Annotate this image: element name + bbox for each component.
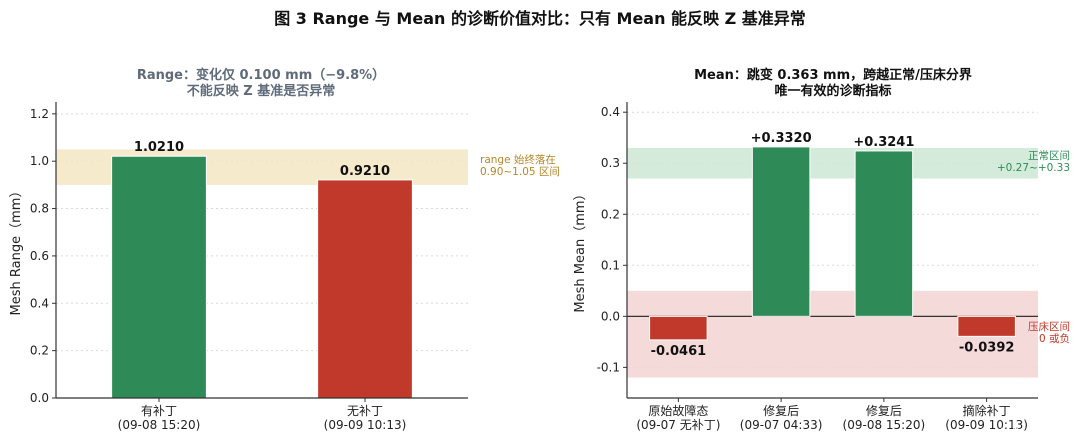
y-tick-label: 0.1 bbox=[601, 258, 620, 272]
bar bbox=[317, 179, 413, 399]
watermark-text: 值 什么值得买 bbox=[994, 426, 1070, 441]
y-tick-label: 0.8 bbox=[30, 202, 49, 216]
right-chart-title: Mean：跳变 0.363 mm，跨越正常/压床分界 bbox=[694, 67, 972, 83]
y-tick-label: 1.2 bbox=[30, 107, 49, 121]
y-tick-label: 0.3 bbox=[601, 156, 620, 170]
bar bbox=[751, 146, 811, 317]
y-tick-label: 0.4 bbox=[601, 105, 620, 119]
x-tick-label: 有补丁(09-08 15:20) bbox=[118, 404, 201, 432]
x-tick-label: 原始故障态(09-07 无补丁) bbox=[636, 403, 720, 432]
y-tick-label: 1.0 bbox=[30, 154, 49, 168]
y-tick-label: 0.4 bbox=[30, 296, 49, 310]
left-chart-title: Range：变化仅 0.100 mm（−9.8%） bbox=[137, 67, 385, 83]
band-label: 压床区间 bbox=[1028, 320, 1070, 333]
data-label: +0.3320 bbox=[751, 131, 812, 146]
band-label: range 始终落在 bbox=[480, 153, 556, 166]
x-tick-label: 无补丁(09-09 10:13) bbox=[324, 404, 407, 432]
bar bbox=[111, 155, 207, 399]
y-tick-label: 0.6 bbox=[30, 249, 49, 263]
bar bbox=[649, 315, 708, 341]
bar bbox=[957, 315, 1016, 337]
y-tick-label: 0.2 bbox=[601, 207, 620, 221]
y-tick-label: 0.2 bbox=[30, 344, 49, 358]
data-label: 0.9210 bbox=[340, 164, 390, 179]
x-tick-label: 摘除补丁(09-09 10:13) bbox=[945, 403, 1028, 432]
data-label: 1.0210 bbox=[134, 140, 184, 155]
y-axis-title: Mesh Range（mm） bbox=[9, 185, 24, 316]
range-bar-chart: 0.0 0.2 0.4 0.6 0.8 1.0 1.2 range 始终落在0.90~1.05… bbox=[9, 102, 560, 432]
data-label: +0.3241 bbox=[853, 135, 914, 150]
figure-title: 图 3 Range 与 Mean 的诊断价值对比：只有 Mean 能反映 Z 基… bbox=[274, 9, 806, 28]
band-label: 正常区间 bbox=[1028, 149, 1070, 162]
mean-bar-chart: -0.1 0.0 0.1 0.2 0.3 0.4 正常区间+0.27~+0.33 压床区间0 … bbox=[573, 102, 1070, 432]
band-label: 0 或负 bbox=[1039, 332, 1070, 345]
reference-band bbox=[627, 147, 1038, 179]
band-label: +0.27~+0.33 bbox=[997, 162, 1070, 174]
x-tick-label: 修复后(09-08 15:20) bbox=[843, 403, 926, 432]
data-label: -0.0392 bbox=[959, 340, 1015, 355]
y-tick-label: 0.0 bbox=[30, 391, 49, 405]
left-chart-subtitle: 不能反映 Z 基准是否异常 bbox=[187, 83, 335, 99]
x-tick-label: 修复后(09-07 04:33) bbox=[740, 403, 823, 432]
data-label: -0.0461 bbox=[651, 344, 707, 359]
band-label: 0.90~1.05 区间 bbox=[480, 165, 560, 178]
y-tick-label: 0.0 bbox=[601, 309, 620, 323]
right-chart-subtitle: 唯一有效的诊断指标 bbox=[774, 83, 891, 99]
y-axis-title: Mesh Mean（mm） bbox=[573, 187, 588, 312]
bar bbox=[854, 150, 914, 317]
y-tick-label: -0.1 bbox=[597, 360, 620, 374]
